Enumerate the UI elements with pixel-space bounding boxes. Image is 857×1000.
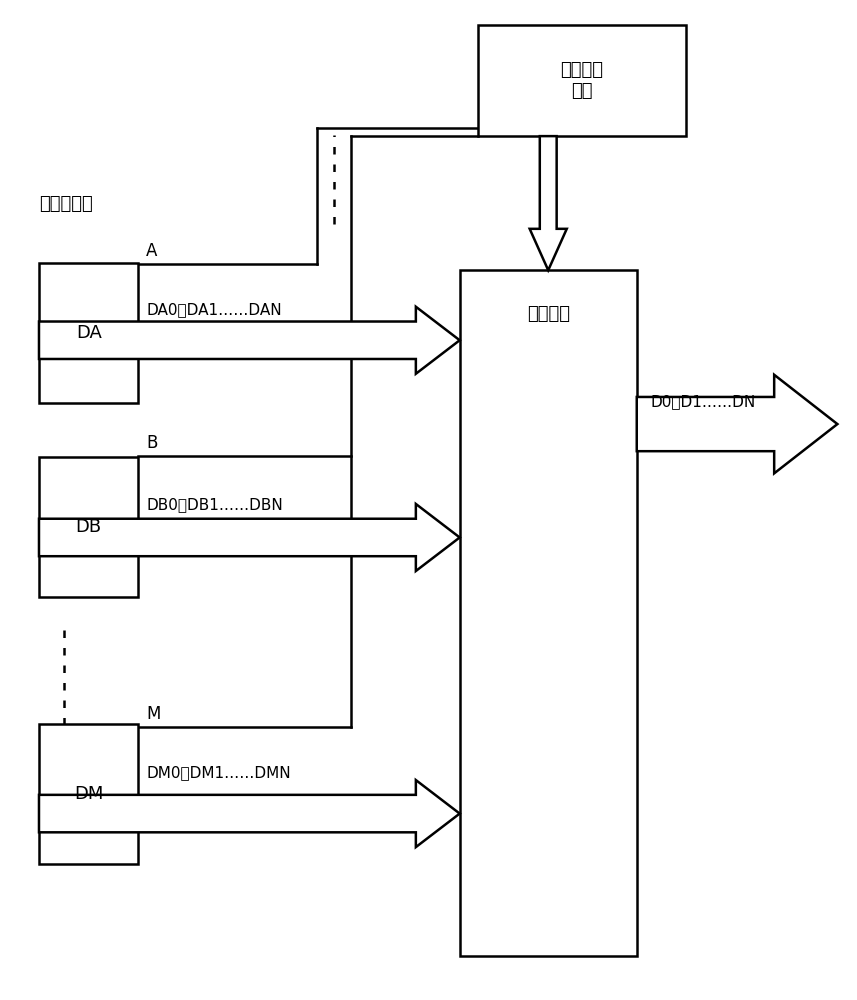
Polygon shape: [530, 136, 566, 270]
Text: DM: DM: [74, 785, 104, 803]
Text: A: A: [146, 242, 158, 260]
Text: 编程识别
单元: 编程识别 单元: [560, 61, 603, 100]
Text: DA0，DA1……DAN: DA0，DA1……DAN: [146, 302, 282, 317]
Text: DB0，DB1……DBN: DB0，DB1……DBN: [146, 497, 283, 512]
Polygon shape: [39, 307, 459, 374]
Text: 数据组单元: 数据组单元: [39, 195, 93, 213]
Bar: [39, 724, 139, 864]
Text: DB: DB: [75, 518, 102, 536]
Polygon shape: [39, 780, 459, 847]
Text: D0，D1……DN: D0，D1……DN: [650, 394, 756, 409]
Text: DA: DA: [75, 324, 102, 342]
Bar: [39, 457, 139, 597]
Text: 切换单元: 切换单元: [527, 305, 570, 323]
Polygon shape: [637, 375, 837, 473]
Bar: [39, 263, 139, 403]
Bar: [459, 270, 637, 956]
Bar: [478, 25, 686, 136]
Polygon shape: [39, 504, 459, 571]
Text: DM0，DM1……DMN: DM0，DM1……DMN: [146, 765, 291, 780]
Text: B: B: [146, 434, 158, 452]
Text: M: M: [146, 705, 160, 723]
